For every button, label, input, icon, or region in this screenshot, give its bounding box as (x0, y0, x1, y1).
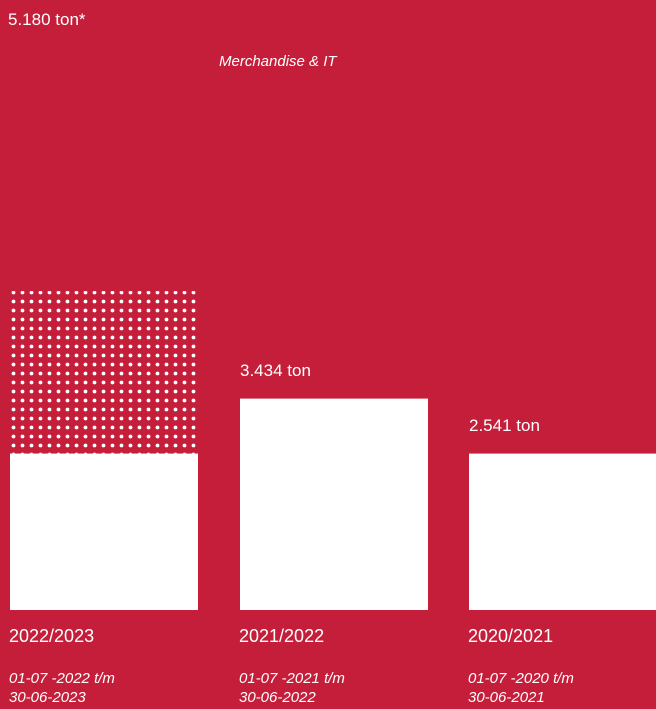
bar-0 (10, 453, 198, 610)
data-label-2: 2.541 ton (469, 415, 540, 435)
period-label-2-start: 01-07 -2020 t/m (468, 670, 574, 687)
data-label-0: 5.180 ton* (8, 10, 86, 29)
category-label-2: 2020/2021 (468, 626, 554, 646)
category-label-0: 2022/2023 (9, 626, 95, 646)
category-label-1: 2021/2022 (239, 626, 325, 646)
bar-merchandise-it-0 (10, 291, 198, 454)
bar-1 (240, 398, 428, 610)
bar-2 (469, 453, 656, 610)
period-label-2-end: 30-06-2021 (468, 689, 545, 706)
series-annotation-merchandise-it: Merchandise & IT (219, 53, 337, 70)
period-label-0-start: 01-07 -2022 t/m (9, 670, 115, 687)
period-label-1-end: 30-06-2022 (239, 689, 316, 706)
period-label-1-start: 01-07 -2021 t/m (239, 670, 345, 687)
period-label-0-end: 30-06-2023 (9, 689, 86, 706)
data-label-1: 3.434 ton (240, 360, 311, 380)
